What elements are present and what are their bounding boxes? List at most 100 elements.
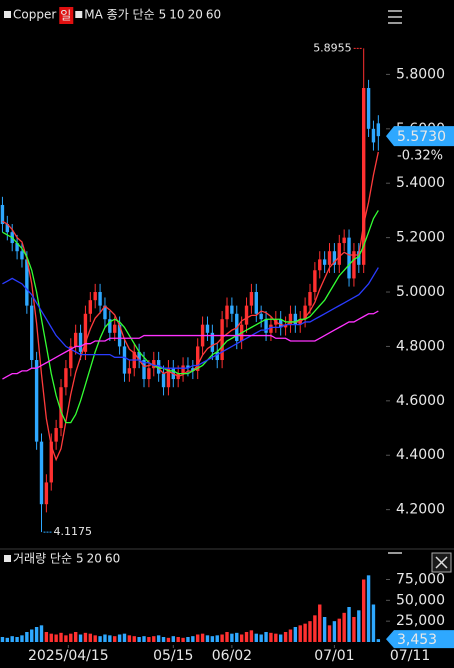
- y-tick-label: 5.8000: [396, 66, 445, 82]
- volume-bar: [288, 629, 293, 642]
- candle-body: [371, 128, 376, 143]
- candle-body: [93, 292, 97, 301]
- candle-body: [347, 237, 351, 279]
- volume-bar: [161, 637, 166, 642]
- volume-bar: [98, 636, 102, 642]
- candle-body: [230, 305, 234, 314]
- candle-body: [318, 259, 322, 271]
- volume-bar: [54, 634, 58, 642]
- volume-bar: [332, 621, 337, 642]
- volume-bar: [166, 637, 171, 642]
- volume-bar: [176, 637, 180, 642]
- candle-body: [327, 251, 332, 265]
- volume-bar: [376, 639, 381, 642]
- candle-body: [59, 387, 63, 429]
- candle-body: [122, 346, 127, 374]
- y-tick-label: 50,000: [396, 592, 445, 608]
- volume-bar: [347, 607, 351, 642]
- candle-body: [64, 368, 68, 388]
- period-label: 일: [60, 9, 71, 23]
- volume-bar: [352, 617, 356, 642]
- y-tick-label: 5.2000: [396, 230, 445, 246]
- y-tick-label: 75,000: [396, 572, 445, 588]
- volume-bar: [5, 637, 10, 642]
- candle-body: [269, 324, 273, 333]
- volume-bar: [278, 634, 283, 642]
- volume-bar: [239, 634, 244, 642]
- legend-entry: 60: [206, 8, 221, 22]
- candle-body: [78, 332, 83, 352]
- low-label: 4.1175: [53, 525, 92, 538]
- volume-bar: [298, 625, 302, 642]
- volume-bar: [264, 632, 268, 642]
- volume-bar: [171, 636, 176, 642]
- volume-bar: [254, 633, 258, 642]
- x-tick-label: 06/02: [212, 648, 252, 664]
- y-tick-label: 4.2000: [396, 502, 445, 518]
- candle-body: [220, 319, 224, 361]
- candle-body: [264, 319, 268, 333]
- y-tick-label: 4.4000: [396, 447, 445, 463]
- volume-bar: [34, 627, 39, 642]
- volume-bar: [25, 632, 29, 642]
- ma-label: MA 종가 단순: [84, 8, 154, 22]
- volume-bar: [122, 633, 127, 642]
- candle-body: [88, 300, 93, 314]
- candle-body: [103, 305, 107, 320]
- candle-body: [20, 251, 24, 260]
- y-tick-label: 5.0000: [396, 284, 445, 300]
- volume-bar: [156, 635, 161, 642]
- volume-bar: [59, 632, 63, 642]
- candle-body: [288, 313, 293, 325]
- candle-body: [147, 368, 151, 380]
- volume-bar: [225, 632, 229, 642]
- volume-bar: [357, 610, 361, 642]
- candle-body: [249, 292, 254, 306]
- ma-line: [2, 267, 379, 369]
- volume-bar: [10, 636, 14, 642]
- volume-bar: [303, 623, 307, 642]
- close-button[interactable]: [431, 552, 452, 573]
- last-volume-tag: [386, 630, 454, 649]
- candle-body: [156, 360, 161, 374]
- candle-body: [322, 259, 327, 265]
- high-label: 5.8955: [313, 41, 352, 54]
- last-volume-label: 3,453: [397, 632, 437, 648]
- menu-icon[interactable]: [388, 10, 402, 24]
- candle-body: [337, 243, 341, 265]
- volume-bar: [244, 632, 249, 642]
- candle-body: [137, 351, 141, 361]
- last-price-tag: [386, 126, 454, 147]
- volume-bar: [181, 637, 185, 642]
- candle-body: [181, 365, 185, 374]
- volume-bar: [186, 637, 190, 642]
- candle-body: [117, 324, 122, 347]
- legend-entry: 20: [87, 552, 102, 566]
- volume-bar: [371, 604, 376, 642]
- y-tick-label: 4.6000: [396, 393, 445, 409]
- volume-bar: [147, 637, 151, 642]
- volume-bar: [39, 625, 44, 642]
- candle-body: [39, 441, 44, 505]
- candle-body: [342, 237, 346, 244]
- candle-body: [186, 365, 190, 369]
- candle-body: [25, 259, 29, 306]
- candle-body: [215, 351, 219, 361]
- volume-bar: [210, 636, 215, 642]
- candle-body: [313, 270, 317, 293]
- candle-body: [34, 360, 39, 442]
- volume-bar: [318, 604, 322, 642]
- y-tick-label: 25,000: [396, 613, 445, 629]
- volume-bar: [322, 617, 327, 642]
- candle-body: [259, 313, 263, 320]
- volume-bar: [274, 633, 278, 642]
- candle-body: [254, 292, 258, 314]
- volume-bar: [30, 629, 34, 642]
- volume-bar: [308, 621, 312, 642]
- volume-bar: [64, 635, 68, 642]
- legend-entry: 5: [159, 8, 167, 22]
- ma-line: [2, 210, 379, 424]
- legend-marker: [75, 11, 83, 18]
- volume-bar: [205, 635, 210, 642]
